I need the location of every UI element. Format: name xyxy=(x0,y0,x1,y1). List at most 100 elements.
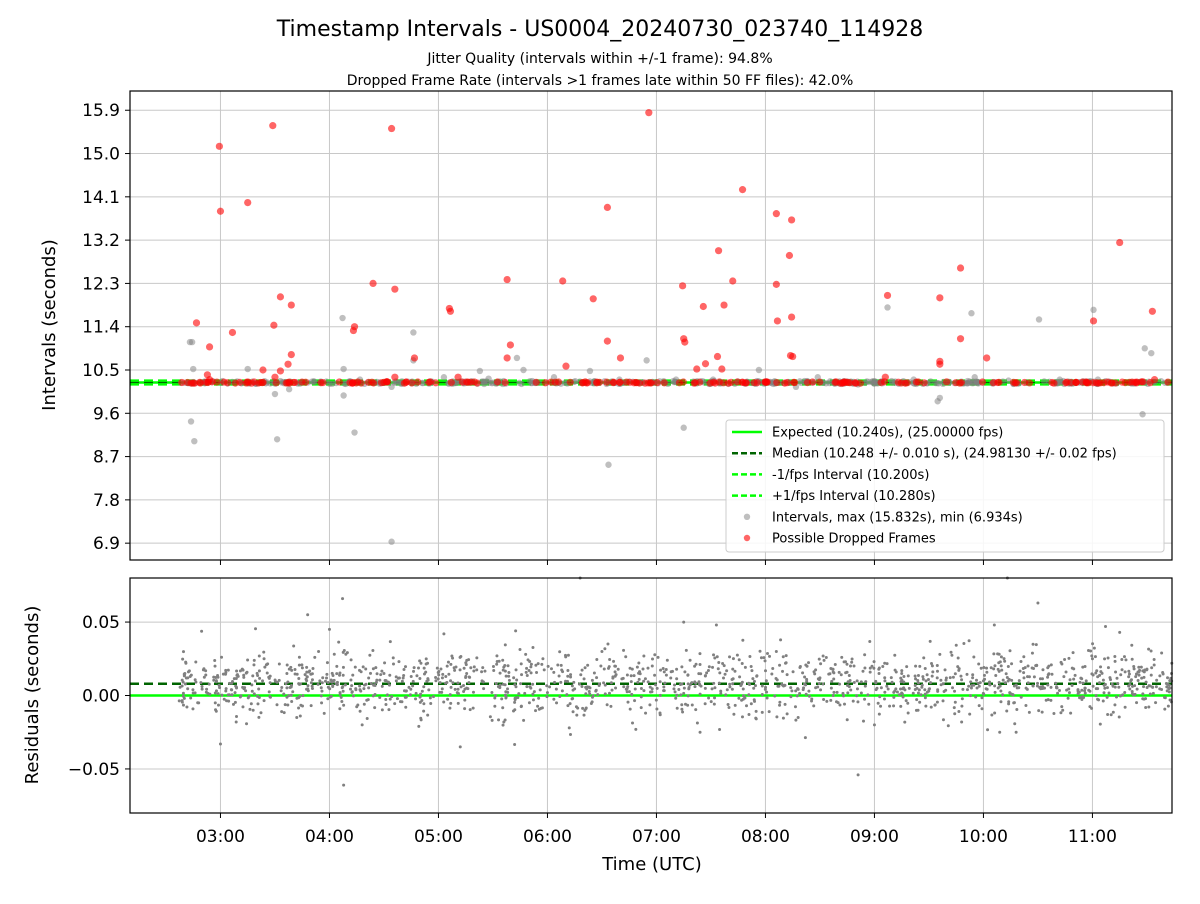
residual-point xyxy=(1012,701,1016,705)
residual-point xyxy=(330,671,334,675)
residual-point xyxy=(990,713,994,717)
dropped-frame-point xyxy=(532,378,540,386)
residual-point xyxy=(463,707,467,711)
residual-point xyxy=(918,700,922,704)
residual-point xyxy=(390,695,394,699)
y-tick-label: 7.8 xyxy=(93,491,120,511)
residual-point xyxy=(464,675,468,679)
residual-point xyxy=(1141,669,1145,673)
residual-point xyxy=(774,649,778,653)
residual-point xyxy=(624,687,628,691)
residual-point xyxy=(653,653,657,657)
legend-swatch xyxy=(743,513,751,520)
dropped-frame-point xyxy=(790,378,799,387)
residual-point xyxy=(267,675,271,679)
residual-point xyxy=(817,681,821,685)
residual-point xyxy=(731,667,735,671)
residual-point xyxy=(371,694,375,698)
residual-point xyxy=(308,669,312,673)
residual-point xyxy=(226,693,230,697)
residual-point xyxy=(1027,675,1031,679)
residual-point xyxy=(921,677,925,681)
residual-point xyxy=(456,701,460,705)
y-tick-label: 13.2 xyxy=(82,231,120,251)
residual-point xyxy=(1014,683,1018,687)
dropped-frame-point xyxy=(943,378,951,386)
dropped-frame-point xyxy=(205,343,214,351)
residual-point xyxy=(1081,681,1085,685)
residual-point xyxy=(422,685,426,689)
dropped-frame-point xyxy=(383,378,391,386)
residual-point xyxy=(654,698,658,702)
residual-point xyxy=(751,677,755,681)
residual-point xyxy=(893,689,897,693)
residual-point xyxy=(384,698,388,702)
residual-point xyxy=(804,683,808,687)
residual-point xyxy=(829,698,833,702)
residual-point xyxy=(655,686,659,690)
residual-point xyxy=(300,663,304,667)
residual-point xyxy=(628,707,632,711)
residual-point xyxy=(719,691,723,695)
dropped-frame-point xyxy=(473,379,481,387)
residual-point xyxy=(1019,695,1023,699)
residual-point xyxy=(362,683,366,687)
residual-point xyxy=(999,689,1003,693)
residual-point xyxy=(868,639,872,643)
residual-point xyxy=(599,664,603,668)
residual-point xyxy=(331,683,335,687)
residual-point xyxy=(448,706,452,710)
residual-point xyxy=(907,686,911,690)
residual-point xyxy=(833,663,837,667)
residual-point xyxy=(747,693,751,697)
dropped-frame-point xyxy=(742,379,750,387)
residual-point xyxy=(781,655,785,659)
residual-point xyxy=(1054,686,1058,690)
residual-point xyxy=(286,680,290,684)
residual-point xyxy=(763,659,767,663)
residual-point xyxy=(588,686,592,690)
dropped-frame-point xyxy=(603,203,612,212)
residual-point xyxy=(339,695,343,699)
residual-point xyxy=(1022,671,1026,675)
residual-point xyxy=(529,665,533,669)
residual-point xyxy=(1046,683,1050,687)
interval-point xyxy=(485,375,492,382)
residual-point xyxy=(832,671,836,675)
residual-point xyxy=(798,692,802,696)
y-tick-label: 11.4 xyxy=(82,318,120,338)
residual-point xyxy=(323,679,327,683)
residual-point xyxy=(1123,691,1127,695)
residual-point xyxy=(295,696,299,700)
residual-point xyxy=(831,693,835,697)
residual-point xyxy=(264,663,268,667)
residual-point xyxy=(1166,704,1170,708)
residual-point xyxy=(714,623,718,627)
dropped-frame-point xyxy=(192,319,201,327)
residual-point xyxy=(1106,713,1110,717)
dropped-frame-point xyxy=(788,313,796,321)
residual-point xyxy=(513,683,517,687)
residual-point xyxy=(182,696,186,700)
residual-point xyxy=(584,706,588,710)
interval-point xyxy=(680,424,687,431)
residual-point xyxy=(311,667,315,671)
residual-point xyxy=(244,671,248,675)
residual-point xyxy=(669,676,673,680)
residual-point xyxy=(212,678,216,682)
residual-point xyxy=(974,695,978,699)
residual-point xyxy=(895,690,899,694)
residual-point xyxy=(760,684,764,688)
interval-point xyxy=(884,304,891,311)
residual-point xyxy=(850,657,854,661)
residual-point xyxy=(868,670,872,674)
residual-point xyxy=(493,704,497,708)
residual-point xyxy=(1113,659,1117,663)
residual-point xyxy=(737,696,741,700)
residual-point xyxy=(889,676,893,680)
residual-point xyxy=(686,694,690,698)
residual-point xyxy=(690,681,694,685)
residual-point xyxy=(371,667,375,671)
residual-point xyxy=(525,666,529,670)
residual-point xyxy=(1120,657,1124,661)
